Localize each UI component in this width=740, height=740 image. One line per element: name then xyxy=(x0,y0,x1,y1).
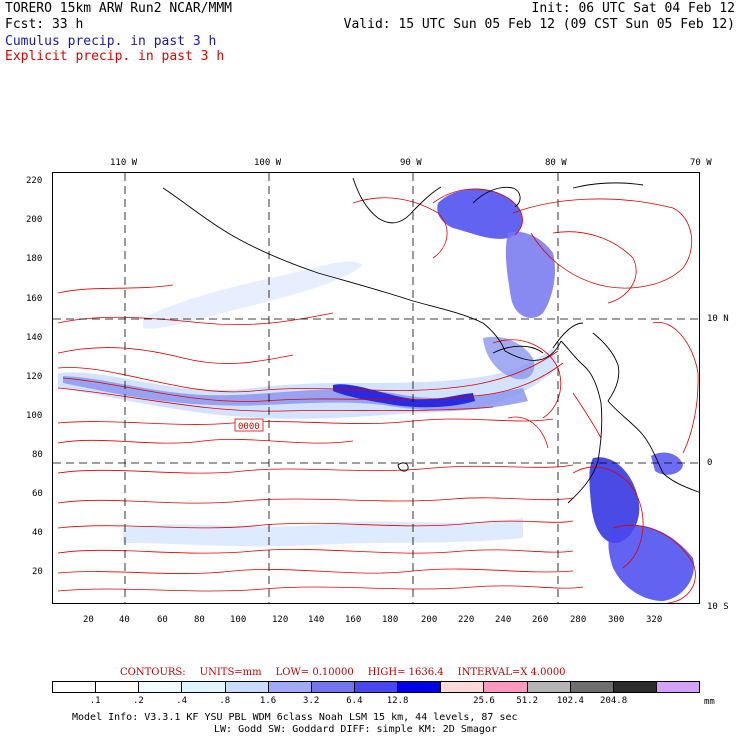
contour-label: 0000 xyxy=(234,418,264,432)
legend-label: 25.6 xyxy=(473,696,495,706)
cumulus-south-america-1 xyxy=(589,457,640,544)
lon-label-70w: 70 W xyxy=(690,158,712,168)
legend-label: 3.2 xyxy=(303,696,320,706)
legend-swatch xyxy=(268,682,312,692)
header-init-time: Init: 06 UTC Sat 04 Feb 12 xyxy=(531,1,736,16)
legend-swatch xyxy=(484,682,528,692)
interval-label: INTERVAL=X 4.0000 xyxy=(457,667,566,678)
lat-label-10n: 10 N xyxy=(707,314,729,324)
y-tick: 160 xyxy=(26,294,43,304)
cumulus-south-band xyxy=(123,518,523,547)
cumulus-east-patch xyxy=(651,452,683,475)
legend-label: .4 xyxy=(176,696,188,706)
high-label: HIGH= 1636.4 xyxy=(367,667,444,678)
cumulus-caribbean xyxy=(505,231,555,318)
legend-label: 1.6 xyxy=(259,696,277,706)
x-tick: 240 xyxy=(495,615,512,625)
legend-label: 51.2 xyxy=(516,696,539,706)
legend-swatch xyxy=(613,682,657,692)
lon-label-80w: 80 W xyxy=(545,158,567,168)
legend-swatch xyxy=(398,682,442,692)
cumulus-south-america-2 xyxy=(608,524,694,601)
y-tick: 100 xyxy=(26,411,43,421)
x-tick: 40 xyxy=(119,615,130,625)
y-tick: 140 xyxy=(26,333,43,343)
model-info-line1: Model Info: V3.3.1 KF YSU PBL WDM 6class… xyxy=(72,712,518,723)
legend-swatch xyxy=(96,682,140,692)
latlon-grid xyxy=(53,173,699,603)
header-run-info: TORERO 15km ARW Run2 NCAR/MMM xyxy=(5,1,232,16)
x-tick: 300 xyxy=(608,615,625,625)
x-tick: 320 xyxy=(646,615,663,625)
legend-color-bar xyxy=(52,681,700,693)
lon-label-90w: 90 W xyxy=(400,158,422,168)
lat-label-10s: 10 S xyxy=(707,602,729,612)
legend-swatch xyxy=(139,682,183,692)
y-tick: 200 xyxy=(26,215,43,225)
y-tick: 80 xyxy=(32,450,43,460)
legend-swatch xyxy=(182,682,226,692)
model-info-line2: LW: Godd SW: Goddard DIFF: simple KM: 2D… xyxy=(214,724,497,735)
header-forecast-hour: Fcst: 33 h xyxy=(5,17,84,32)
x-tick: 80 xyxy=(194,615,205,625)
y-tick: 60 xyxy=(32,489,43,499)
precip-map: 0000 xyxy=(52,172,700,604)
contours-label: CONTOURS: xyxy=(120,667,186,678)
header-valid-time: Valid: 15 UTC Sun 05 Feb 12 (09 CST Sun … xyxy=(343,17,735,32)
x-tick: 160 xyxy=(345,615,362,625)
field-cumulus-title: Cumulus precip. in past 3 h xyxy=(5,34,217,49)
map-canvas: 0000 xyxy=(53,173,699,603)
y-tick: 20 xyxy=(32,567,43,577)
legend-label: .1 xyxy=(89,696,101,706)
cumulus-precip-shading xyxy=(58,188,694,601)
x-tick: 200 xyxy=(421,615,438,625)
low-label: LOW= 0.10000 xyxy=(275,667,354,678)
y-tick: 180 xyxy=(26,254,43,264)
legend-label: 102.4 xyxy=(556,696,584,706)
legend-swatch xyxy=(53,682,97,692)
x-tick: 60 xyxy=(157,615,168,625)
legend-swatch xyxy=(441,682,485,692)
y-tick: 220 xyxy=(26,176,43,186)
legend-label: .8 xyxy=(219,696,231,706)
x-tick: 260 xyxy=(532,615,549,625)
cumulus-central-america xyxy=(483,336,535,380)
y-tick: 120 xyxy=(26,372,43,382)
legend-swatch xyxy=(570,682,614,692)
cumulus-nw-light xyxy=(143,261,363,329)
x-tick: 140 xyxy=(308,615,325,625)
explicit-precip-contours xyxy=(57,188,699,603)
x-tick: 280 xyxy=(570,615,587,625)
legend-swatch xyxy=(354,682,399,692)
field-explicit-title: Explicit precip. in past 3 h xyxy=(5,49,225,64)
x-tick: 20 xyxy=(83,615,94,625)
lon-label-110w: 110 W xyxy=(110,158,138,168)
legend-label: .2 xyxy=(132,696,144,706)
x-tick: 120 xyxy=(272,615,289,625)
x-tick: 220 xyxy=(458,615,475,625)
legend-swatch xyxy=(311,682,355,692)
x-tick: 100 xyxy=(230,615,247,625)
coastlines xyxy=(162,177,699,504)
units-label: UNITS=mm xyxy=(199,667,262,678)
contour-info: CONTOURS: UNITS=mm LOW= 0.10000 HIGH= 1636.… xyxy=(120,667,580,678)
legend-swatch xyxy=(527,682,571,692)
contour-label-text: 0000 xyxy=(238,422,260,432)
legend-label: 204.8 xyxy=(600,696,628,706)
legend-unit: mm xyxy=(704,697,715,707)
legend-label: 12.8 xyxy=(386,696,409,706)
legend-label: 6.4 xyxy=(346,696,363,706)
legend-swatch xyxy=(225,682,269,692)
lat-label-0: 0 xyxy=(707,458,713,468)
legend-swatch xyxy=(656,682,700,692)
x-tick: 180 xyxy=(382,615,399,625)
y-tick: 40 xyxy=(32,528,43,538)
cumulus-gulf xyxy=(437,188,523,239)
lon-label-100w: 100 W xyxy=(254,158,282,168)
